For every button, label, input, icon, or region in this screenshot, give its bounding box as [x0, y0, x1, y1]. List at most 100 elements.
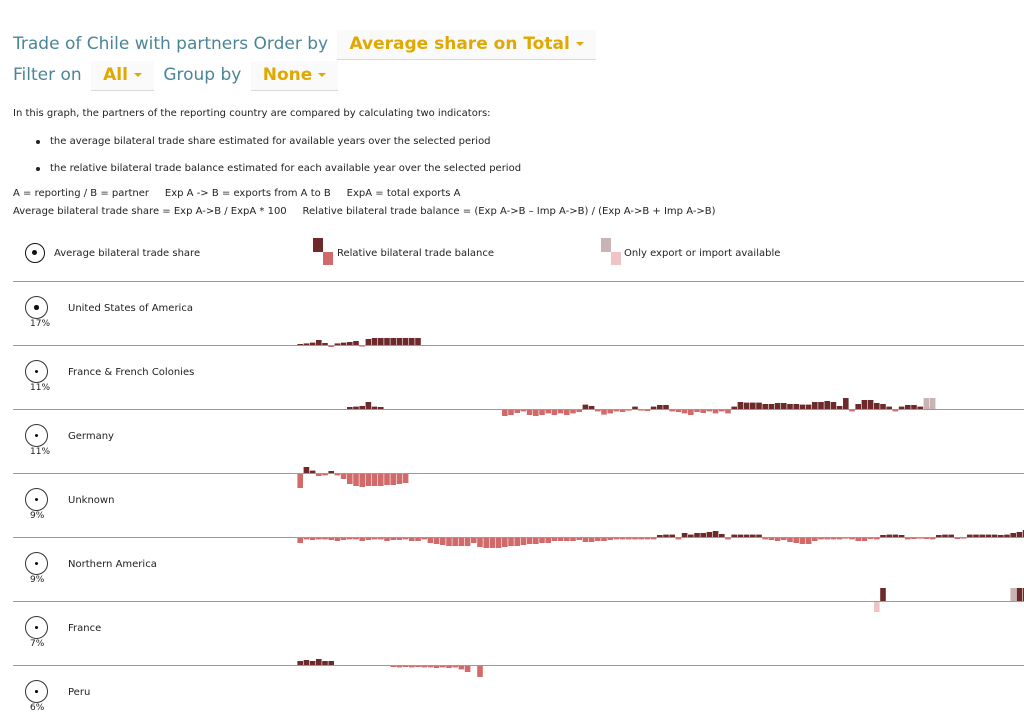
balance-bar	[681, 533, 688, 537]
balance-bar	[303, 537, 310, 540]
balance-bar	[898, 406, 905, 409]
balance-bar	[309, 470, 316, 473]
balance-bar	[322, 473, 328, 476]
balance-bar	[458, 665, 465, 670]
balance-bar	[1004, 534, 1010, 537]
balance-bar	[514, 409, 520, 413]
balance-bar	[911, 405, 917, 409]
balance-bar	[818, 402, 824, 409]
balance-bar	[316, 659, 322, 665]
balance-bar	[613, 537, 620, 540]
balance-bar	[991, 534, 998, 537]
balance-bar	[378, 407, 384, 409]
share-label: 7%	[30, 639, 45, 649]
share-label: 11%	[30, 383, 51, 393]
balance-bar	[948, 534, 954, 537]
balance-bar	[719, 534, 725, 537]
share-circle-icon	[25, 488, 48, 511]
balance-bar	[378, 537, 384, 540]
partner-name[interactable]: Unknown	[68, 495, 115, 506]
balance-bar	[384, 473, 390, 485]
balance-bar	[1016, 532, 1023, 537]
balance-bar	[712, 409, 719, 414]
balance-bar	[669, 409, 675, 412]
balance-bar	[520, 537, 527, 545]
balance-bar	[371, 406, 378, 409]
balance-bar	[1010, 588, 1016, 601]
balance-bar	[309, 342, 316, 345]
balance-bar	[619, 409, 626, 412]
balance-bar	[347, 342, 353, 345]
share-circle-icon	[25, 424, 48, 447]
balance-bar	[892, 534, 899, 537]
balance-bar	[619, 537, 626, 540]
group-label: Group by	[163, 65, 242, 85]
balance-bar	[774, 403, 781, 409]
balance-bar	[334, 473, 341, 476]
balance-bar	[787, 537, 793, 542]
balance-bar	[471, 537, 477, 543]
order-dropdown[interactable]: Average share on Total	[337, 30, 596, 60]
header-row-order: Trade of Chile with partners Order by Av…	[13, 30, 600, 60]
balance-bar	[378, 473, 384, 486]
balance-bar	[427, 665, 434, 668]
balance-bar	[365, 339, 372, 345]
balance-bar	[824, 537, 830, 540]
partner-name[interactable]: Germany	[68, 431, 114, 442]
balance-bar	[421, 537, 427, 540]
balance-bar	[973, 534, 979, 537]
legend-balance-positive-swatch	[313, 238, 323, 252]
partner-name[interactable]: France	[68, 623, 102, 634]
balance-bar	[898, 535, 905, 537]
partner-name[interactable]: France & French Colonies	[68, 367, 195, 378]
balance-bar	[756, 402, 762, 409]
balance-bar	[824, 401, 830, 409]
balance-bar	[316, 473, 322, 476]
balance-bar	[347, 407, 353, 409]
balance-bar	[880, 588, 886, 601]
balance-bar	[502, 537, 508, 547]
balance-bar	[750, 534, 756, 537]
balance-bar	[880, 535, 886, 537]
group-dropdown[interactable]: None	[250, 61, 339, 91]
filter-dropdown-value: All	[103, 65, 128, 85]
balance-bar	[886, 534, 892, 537]
balance-bar	[415, 338, 421, 345]
balance-bar	[409, 665, 415, 668]
balance-bar	[929, 398, 936, 409]
description-definitions-2: Average bilateral trade share = Exp A->B…	[13, 206, 716, 217]
balance-bar	[861, 537, 868, 541]
balance-bar	[799, 404, 806, 409]
balance-bar	[582, 537, 589, 542]
balance-bar	[632, 537, 638, 540]
balance-bar	[371, 473, 378, 486]
balance-bar	[421, 665, 427, 668]
balance-bar	[508, 409, 514, 415]
balance-bar	[849, 409, 855, 412]
balance-bar	[812, 402, 818, 409]
balance-bar	[365, 473, 372, 486]
balance-bar	[371, 537, 378, 540]
balance-bar	[601, 409, 607, 415]
balance-bar	[923, 398, 930, 409]
balance-bar	[855, 537, 861, 541]
balance-bar	[998, 535, 1004, 537]
balance-bar	[322, 537, 328, 540]
filter-dropdown[interactable]: All	[91, 61, 154, 91]
balance-bar	[595, 537, 601, 541]
balance-bar	[396, 665, 403, 668]
balance-bar	[818, 537, 824, 540]
partner-name[interactable]: United States of America	[68, 303, 193, 314]
balance-bar	[378, 338, 384, 345]
balance-bar	[359, 537, 365, 541]
legend-partial-positive-swatch	[601, 238, 611, 252]
partner-name[interactable]: Northern America	[68, 559, 157, 570]
balance-bar	[297, 473, 303, 488]
balance-bar	[874, 403, 880, 409]
balance-bar	[917, 406, 923, 409]
balance-bar	[663, 534, 669, 537]
balance-bar	[588, 537, 595, 542]
balance-bar	[874, 537, 880, 540]
balance-bar	[762, 404, 768, 409]
partner-name[interactable]: Peru	[68, 687, 91, 698]
